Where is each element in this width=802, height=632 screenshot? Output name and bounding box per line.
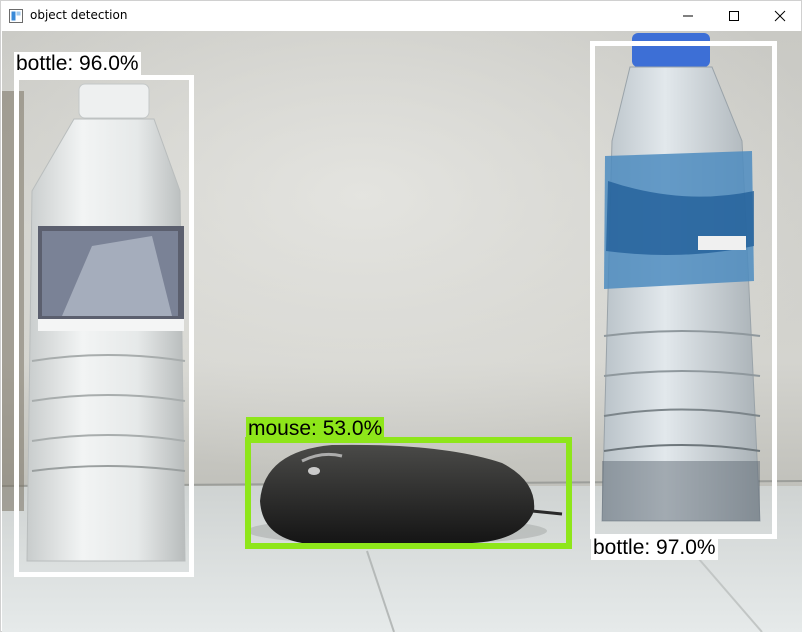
window-title: object detection: [30, 8, 128, 22]
camera-frame: bottle: 96.0% bottle: 97.0% mouse: 53.0%: [2, 31, 802, 632]
detection-label-bottle-left: bottle: 96.0%: [14, 52, 141, 76]
detection-box-mouse: [245, 437, 572, 549]
window-app-icon: [9, 9, 23, 23]
close-icon: [774, 10, 786, 22]
camera-scene-image: [2, 31, 802, 632]
detection-box-bottle-left: [14, 75, 194, 577]
maximize-icon: [729, 11, 739, 21]
title-bar[interactable]: object detection: [1, 1, 801, 31]
minimize-button[interactable]: [665, 1, 711, 31]
detection-box-bottle-right: [590, 41, 777, 539]
detection-label-mouse: mouse: 53.0%: [246, 417, 385, 441]
minimize-icon: [683, 15, 693, 17]
detection-label-bottle-right: bottle: 97.0%: [591, 536, 718, 560]
close-button[interactable]: [757, 1, 802, 31]
maximize-button[interactable]: [711, 1, 757, 31]
